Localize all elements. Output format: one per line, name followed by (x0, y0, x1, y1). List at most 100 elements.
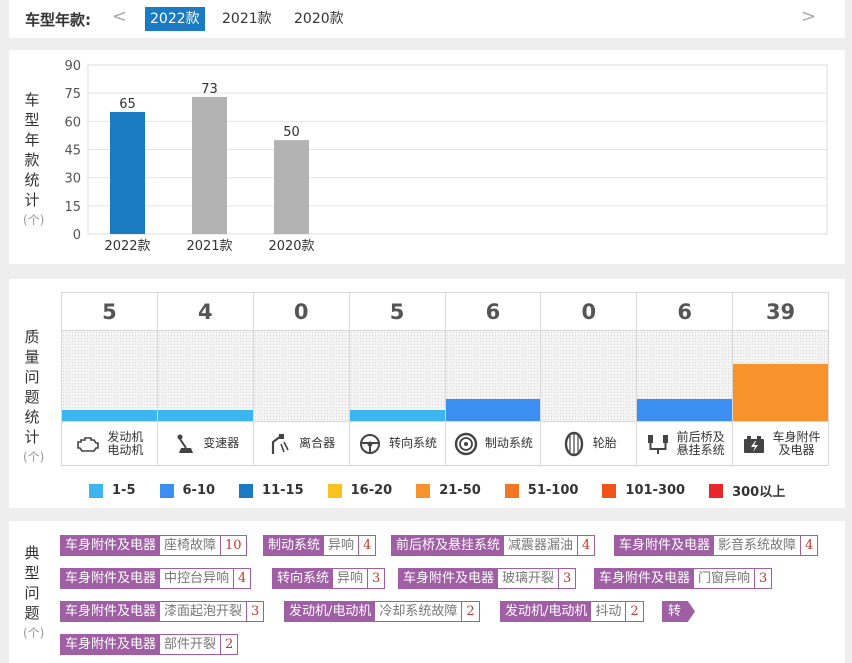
issue-category-label: 发动机 电动机 (107, 429, 144, 457)
label-line: 制动系统 (484, 436, 533, 450)
problem-tag[interactable]: 发动机/电动机 抖动 2 (500, 601, 644, 622)
legend-label: 1-5 (112, 483, 136, 498)
tag-category: 发动机/电动机 (501, 602, 592, 621)
tag-category: 车身附件及电器 (61, 536, 161, 555)
problem-tag[interactable]: 车身附件及电器 部件开裂 2 (60, 634, 239, 655)
title-char: 统 (24, 171, 40, 189)
quality-column-steering[interactable]: 5 转向系统 (349, 293, 446, 465)
car-battery-icon (741, 433, 767, 455)
bar (192, 96, 227, 234)
quality-column-clutch[interactable]: 0 离合器 (253, 293, 350, 465)
issue-bar-area (62, 331, 157, 422)
label-line: 车身附件 (772, 429, 821, 444)
more-tags-button[interactable]: 转 (662, 601, 696, 622)
quality-column-engine[interactable]: 5 发动机 电动机 (62, 293, 158, 465)
tag-problem: 部件开裂 (160, 635, 222, 654)
model-year-stats-title: 车 型 年 款 统 计 (个) (23, 90, 44, 230)
prev-arrow-icon[interactable]: < (112, 6, 128, 27)
problem-tag[interactable]: 前后桥及悬挂系统 减震器漏油 4 (391, 535, 596, 556)
issue-count: 0 (541, 293, 637, 331)
tag-category: 制动系统 (264, 536, 325, 555)
year-tab-2022[interactable]: 2022款 (145, 7, 205, 31)
quality-column-brake[interactable]: 6 制动系统 (445, 293, 542, 465)
tag-category: 车身附件及电器 (61, 635, 161, 654)
label-line: 离合器 (299, 436, 336, 450)
bar (274, 140, 309, 234)
title-char: 问 (24, 368, 40, 386)
issue-category: 离合器 (254, 422, 349, 465)
issue-bar-area (253, 331, 349, 422)
issue-bar-area (733, 331, 828, 422)
problem-tag[interactable]: 车身附件及电器 门窗异响 3 (594, 568, 773, 589)
issue-category: 发动机 电动机 (62, 422, 157, 465)
year-tab-2020[interactable]: 2020款 (294, 11, 344, 27)
title-char: 量 (24, 348, 40, 366)
issue-bar (637, 399, 733, 421)
issue-category-label: 前后桥及 悬挂系统 (677, 430, 725, 457)
tire-icon (561, 431, 587, 456)
problem-tag[interactable]: 车身附件及电器 玻璃开裂 3 (398, 568, 577, 589)
legend-swatch (159, 483, 174, 498)
quality-issues-title: 质 量 问 题 统 计 (个) (23, 327, 44, 467)
next-arrow-icon[interactable]: > (801, 6, 817, 27)
model-year-stats-panel: 车 型 年 款 统 计 (个) 0 15 30 45 60 75 90 65 2022款 73 20… (9, 50, 845, 264)
problem-tag[interactable]: 制动系统 异响 4 (263, 535, 377, 556)
year-tab-2021[interactable]: 2021款 (222, 11, 272, 27)
brake-disc-icon (453, 432, 479, 455)
tag-count: 10 (225, 538, 242, 553)
legend-label: 51-100 (527, 483, 579, 498)
issue-category: 前后桥及 悬挂系统 (637, 422, 732, 465)
tag-problem: 漆面起泡开裂 (160, 602, 248, 621)
quality-column-tire[interactable]: 0 轮胎 (541, 293, 638, 465)
issue-bar (349, 410, 445, 421)
label-line: 变速器 (203, 436, 240, 450)
tag-problem: 减震器漏油 (504, 536, 579, 555)
problem-tag[interactable]: 车身附件及电器 影音系统故障 4 (614, 535, 819, 556)
x-tick-label: 2021款 (186, 239, 232, 254)
issue-category-label: 转向系统 (389, 437, 437, 450)
issue-bar-area (637, 331, 733, 422)
issue-category: 转向系统 (350, 422, 445, 465)
title-char: 年 (24, 131, 40, 149)
tag-category: 车身附件及电器 (399, 569, 499, 588)
tag-count: 3 (563, 571, 572, 586)
legend-label: 300以上 (732, 485, 786, 500)
issue-bar-area (445, 331, 541, 422)
issue-bar (445, 399, 541, 421)
title-char: 问 (24, 584, 40, 602)
title-char: 统 (24, 408, 40, 426)
legend-label: 16-20 (350, 483, 393, 498)
typical-problems-panel: 典 型 问 题 (个) 车身附件及电器 座椅故障 10 制动系统 异响 4 前后桥及悬挂… (9, 521, 845, 663)
y-tick-label: 60 (64, 115, 81, 130)
title-char: 题 (24, 604, 40, 622)
problem-tag[interactable]: 车身附件及电器 漆面起泡开裂 3 (60, 601, 265, 622)
title-char: 型 (24, 111, 40, 129)
problem-tag[interactable]: 车身附件及电器 中控台异响 4 (60, 568, 252, 589)
issue-count: 5 (62, 293, 157, 331)
issue-count: 4 (157, 293, 253, 331)
issue-count: 6 (637, 293, 733, 331)
quality-column-body-electrical[interactable]: 39 车身附件 及电器 (733, 293, 828, 465)
tag-count: 4 (363, 538, 372, 553)
issue-category-label: 轮胎 (593, 437, 617, 450)
issue-count: 0 (253, 293, 349, 331)
quality-column-suspension[interactable]: 6 前后桥及 悬挂系统 (637, 293, 734, 465)
label-line: 发动机 (107, 429, 144, 444)
legend-swatch (327, 483, 342, 498)
title-char: 计 (24, 191, 40, 209)
data-label: 50 (283, 125, 300, 140)
problem-tag[interactable]: 车身附件及电器 座椅故障 10 (60, 535, 247, 556)
title-char: 典 (24, 544, 40, 562)
label-line: 及电器 (778, 442, 815, 457)
problem-tag[interactable]: 发动机/电动机 冷却系统故障 2 (284, 601, 480, 622)
legend-label: 11-15 (262, 483, 304, 498)
legend-item: 21-50 (416, 481, 481, 500)
severity-legend: 1-5 6-10 11-15 16-20 21-50 51-100 101-30… (89, 481, 809, 500)
legend-item: 101-300 (602, 481, 685, 500)
tag-category: 车身附件及电器 (615, 536, 715, 555)
quality-column-transmission[interactable]: 4 变速器 (157, 293, 254, 465)
legend-swatch (504, 483, 519, 498)
problem-tag[interactable]: 转向系统 异响 3 (272, 568, 386, 589)
title-char: 质 (24, 328, 40, 346)
title-char: 款 (24, 151, 40, 169)
